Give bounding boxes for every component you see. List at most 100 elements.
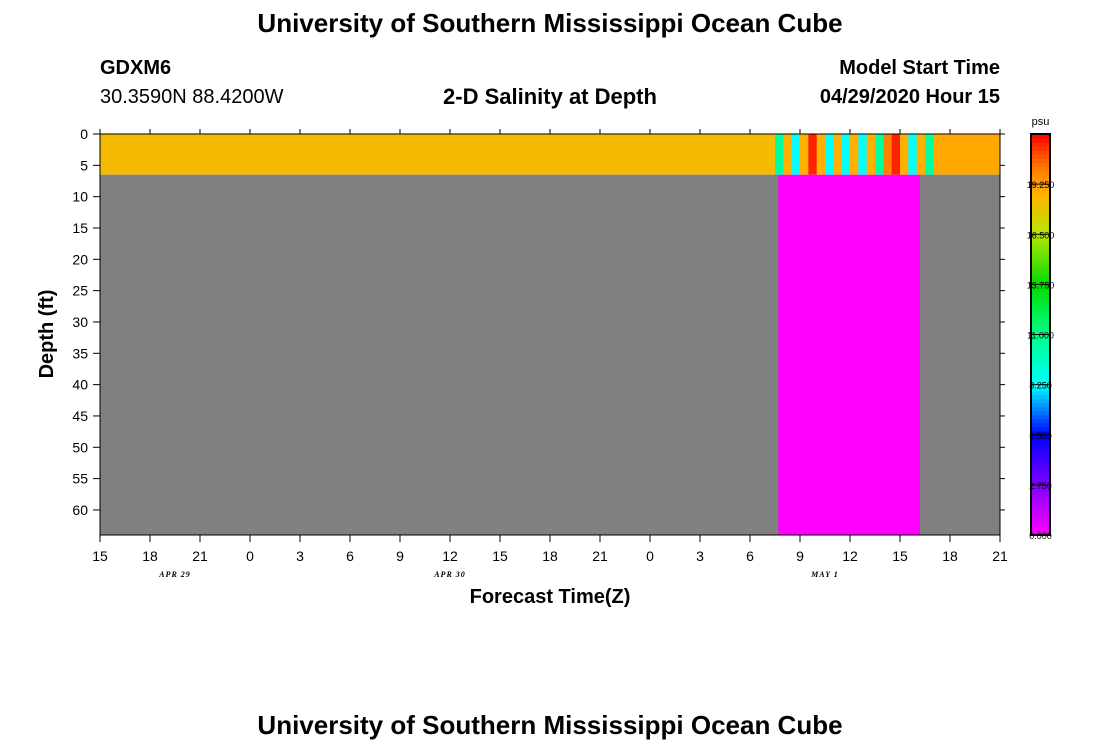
colorbar-band xyxy=(1031,426,1050,432)
colorbar-band xyxy=(1031,138,1050,143)
x-tick-label: 0 xyxy=(246,548,254,564)
colorbar-band xyxy=(1031,198,1050,203)
colorbar-band xyxy=(1031,278,1050,283)
colorbar-band xyxy=(1031,410,1050,416)
x-date-label: APR 30 xyxy=(433,570,466,579)
colorbar-band xyxy=(1031,314,1050,320)
colorbar-band xyxy=(1031,146,1050,151)
surface-cell xyxy=(800,134,809,175)
colorbar-band xyxy=(1031,434,1050,440)
colorbar-band xyxy=(1031,218,1050,223)
x-tick-label: 21 xyxy=(992,548,1008,564)
colorbar-tick-label: 5.500 xyxy=(1029,431,1052,441)
y-tick-label: 55 xyxy=(72,471,88,487)
surface-cell xyxy=(875,134,884,175)
colorbar-band xyxy=(1031,254,1050,259)
x-tick-label: 9 xyxy=(796,548,804,564)
no-data-cell xyxy=(100,174,779,535)
deep-cell xyxy=(778,174,921,535)
colorbar-band xyxy=(1031,290,1050,295)
colorbar-band xyxy=(1031,526,1050,532)
surface-cell xyxy=(791,134,801,175)
surface-cell xyxy=(891,134,901,175)
y-tick-label: 5 xyxy=(80,157,88,173)
colorbar-band xyxy=(1031,330,1050,336)
colorbar-band xyxy=(1031,454,1050,460)
surface-cell xyxy=(916,134,926,175)
colorbar-tick-label: 11.000 xyxy=(1027,331,1054,341)
y-tick-label: 30 xyxy=(72,314,88,330)
colorbar-band xyxy=(1031,446,1050,452)
colorbar-band xyxy=(1031,450,1050,456)
colorbar-band xyxy=(1031,250,1050,255)
colorbar-band xyxy=(1031,222,1050,227)
colorbar-band xyxy=(1031,370,1050,376)
colorbar-band xyxy=(1031,206,1050,211)
y-axis-title: Depth (ft) xyxy=(36,290,58,379)
colorbar-band xyxy=(1031,294,1050,300)
surface-cell xyxy=(783,134,793,175)
colorbar-band xyxy=(1031,322,1050,328)
surface-cell xyxy=(100,134,776,175)
colorbar-band xyxy=(1031,518,1050,524)
colorbar-band xyxy=(1031,378,1050,384)
colorbar-band xyxy=(1031,174,1050,179)
colorbar-band xyxy=(1031,194,1050,199)
y-tick-label: 50 xyxy=(72,439,88,455)
chart-title: 2-D Salinity at Depth xyxy=(443,84,657,109)
x-tick-label: 21 xyxy=(592,548,608,564)
colorbar-band xyxy=(1031,490,1050,496)
colorbar-band xyxy=(1031,270,1050,275)
x-tick-label: 15 xyxy=(492,548,508,564)
colorbar-band xyxy=(1031,386,1050,392)
surface-cell xyxy=(925,134,934,175)
x-tick-label: 9 xyxy=(396,548,404,564)
y-tick-label: 60 xyxy=(72,502,88,518)
y-tick-label: 35 xyxy=(72,345,88,361)
colorbar-band xyxy=(1031,142,1050,147)
y-tick-label: 25 xyxy=(72,283,88,299)
station-coordinates: 30.3590N 88.4200W xyxy=(100,86,284,108)
colorbar-band xyxy=(1031,302,1050,308)
colorbar-band xyxy=(1031,406,1050,412)
model-start-label: Model Start Time xyxy=(839,57,1000,79)
colorbar-band xyxy=(1031,334,1050,340)
surface-cell xyxy=(841,134,851,175)
surface-cell xyxy=(866,134,876,175)
colorbar-band xyxy=(1031,258,1050,263)
colorbar-band xyxy=(1031,150,1050,155)
surface-cell xyxy=(816,134,826,175)
surface-cell xyxy=(833,134,843,175)
colorbar-band xyxy=(1031,306,1050,312)
colorbar-band xyxy=(1031,234,1050,239)
colorbar-band xyxy=(1031,210,1050,215)
colorbar-band xyxy=(1031,514,1050,520)
colorbar-band xyxy=(1031,390,1050,396)
x-tick-label: 12 xyxy=(842,548,858,564)
colorbar: 0.000 2.750 5.500 8.250 11.000 13.750 16.500 19… xyxy=(1027,116,1055,541)
surface-cell xyxy=(775,134,784,175)
x-date-label: APR 29 xyxy=(158,570,191,579)
y-tick-label: 45 xyxy=(72,408,88,424)
colorbar-band xyxy=(1031,474,1050,480)
colorbar-band xyxy=(1031,530,1050,536)
colorbar-band xyxy=(1031,238,1050,243)
colorbar-band xyxy=(1031,214,1050,219)
colorbar-band xyxy=(1031,186,1050,191)
colorbar-band xyxy=(1031,178,1050,183)
surface-cell xyxy=(933,134,1001,175)
x-tick-label: 3 xyxy=(696,548,704,564)
colorbar-band xyxy=(1031,154,1050,159)
colorbar-band xyxy=(1031,350,1050,356)
colorbar-band xyxy=(1031,422,1050,428)
colorbar-band xyxy=(1031,346,1050,352)
y-tick-label: 15 xyxy=(72,220,88,236)
colorbar-band xyxy=(1031,162,1050,167)
colorbar-band xyxy=(1031,394,1050,400)
colorbar-band xyxy=(1031,170,1050,175)
colorbar-band xyxy=(1031,262,1050,267)
colorbar-band xyxy=(1031,230,1050,235)
colorbar-band xyxy=(1031,266,1050,271)
x-date-label: MAY 1 xyxy=(810,570,839,579)
